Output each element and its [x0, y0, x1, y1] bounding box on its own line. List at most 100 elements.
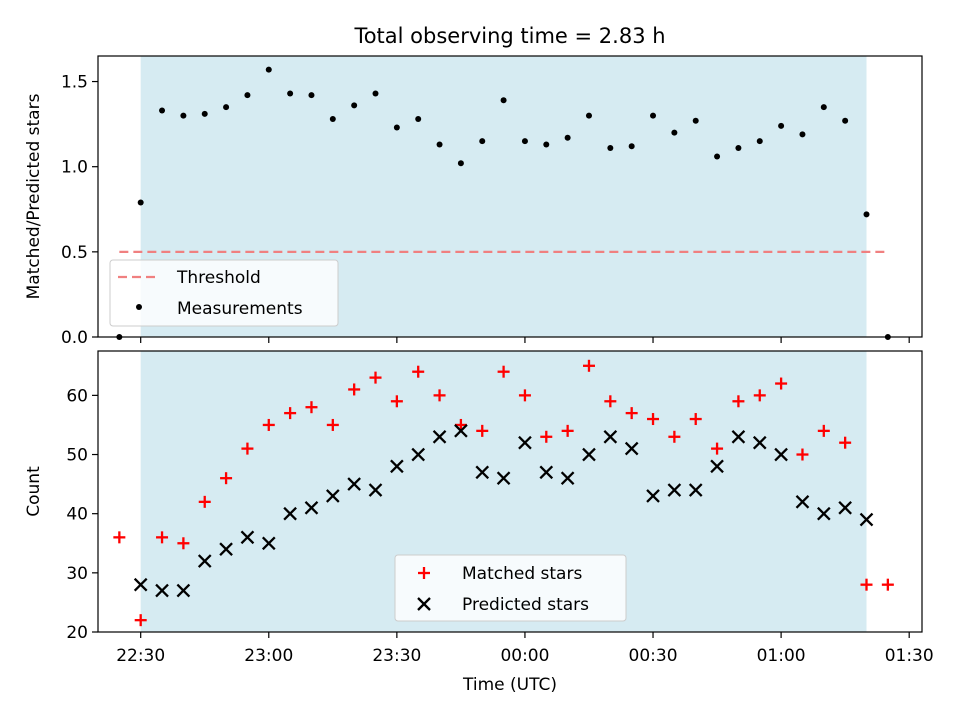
cross-stroke-b	[326, 489, 340, 503]
x-tick-label: 00:30	[629, 646, 678, 666]
cross-stroke-b	[411, 447, 426, 462]
predicted-star-point	[774, 447, 788, 462]
matched-star-point	[326, 418, 339, 431]
measurement-point	[457, 160, 464, 167]
count-y-axis-label: Count	[24, 466, 44, 517]
measurement-point	[778, 122, 785, 129]
measurement-point	[500, 97, 507, 104]
cross-stroke-b	[859, 512, 874, 527]
predicted-star-point	[475, 465, 490, 480]
matched-star-point	[582, 359, 595, 372]
cross-stroke-b	[667, 483, 682, 497]
count-y-ticks: 20 30 40 50 60	[66, 386, 98, 643]
measurement-point	[287, 90, 294, 97]
measurement-point	[159, 107, 166, 114]
cross-stroke-b	[347, 477, 361, 491]
measurement-point	[735, 144, 742, 151]
measurement-point	[479, 138, 486, 145]
predicted-star-point	[133, 577, 148, 592]
matched-star-point	[796, 448, 809, 461]
cross-stroke-b	[261, 536, 276, 551]
legend-predicted-label: Predicted stars	[462, 595, 589, 615]
cross-stroke-b	[219, 542, 233, 556]
predicted-star-point	[518, 435, 532, 450]
matched-star-point	[220, 472, 233, 485]
cross-stroke-b	[283, 506, 297, 521]
y-tick-label: 1.0	[61, 158, 88, 178]
matched-star-point	[369, 371, 382, 384]
cross-stroke-b	[582, 447, 596, 462]
cross-stroke-b	[432, 429, 447, 444]
predicted-star-point	[304, 500, 319, 515]
legend-matched-swatch	[418, 567, 430, 579]
matched-star-point	[433, 389, 446, 402]
chart-title: Total observing time = 2.83 h	[353, 24, 665, 48]
predicted-star-point	[667, 483, 682, 497]
count-legend: Matched stars Predicted stars	[394, 554, 627, 622]
predicted-star-point	[454, 424, 468, 438]
cross-stroke-b	[539, 465, 554, 480]
cross-stroke-b	[624, 441, 639, 456]
predicted-star-point	[582, 447, 596, 462]
predicted-star-point	[710, 459, 724, 474]
x-axis-label: Time (UTC)	[462, 675, 557, 695]
cross-stroke-b	[560, 471, 575, 486]
measurement-point	[329, 116, 336, 123]
x-tick-label: 01:30	[885, 646, 934, 666]
measurement-point	[842, 117, 849, 124]
predicted-star-point	[496, 471, 511, 486]
matched-star-point	[134, 614, 147, 627]
cross-stroke-b	[155, 583, 169, 598]
legend-matched-label: Matched stars	[462, 564, 582, 584]
matched-star-point	[625, 407, 638, 420]
predicted-star-point	[603, 429, 618, 444]
x-axis-ticks: 22:30 23:00 23:30 00:00 00:30 01:00 01:30	[116, 632, 934, 666]
measurement-point	[863, 211, 870, 218]
measurement-point	[265, 66, 272, 73]
cross-stroke-b	[838, 500, 852, 515]
matched-star-point	[540, 430, 553, 443]
measurement-point	[564, 134, 571, 141]
predicted-star-point	[624, 441, 639, 456]
measurement-point	[415, 116, 422, 123]
cross-stroke-b	[304, 500, 319, 515]
predicted-star-point	[838, 500, 852, 515]
predicted-star-point	[390, 459, 404, 474]
matched-star-point	[518, 389, 531, 402]
measurement-point	[436, 141, 443, 148]
matched-star-point	[284, 407, 297, 420]
matched-star-point	[476, 424, 489, 437]
measurements-points	[116, 66, 891, 340]
cross-stroke-b	[731, 429, 746, 444]
measurement-point	[692, 117, 699, 124]
y-tick-label: 0.5	[61, 243, 88, 263]
measurement-point	[714, 153, 721, 160]
measurement-point	[137, 199, 144, 206]
measurement-point	[393, 124, 400, 131]
legend-measurements-label: Measurements	[177, 299, 303, 319]
cross-stroke-b	[390, 459, 404, 474]
measurement-point	[521, 138, 528, 145]
cross-stroke-b	[454, 424, 468, 438]
ratio-x-tick-marks	[140, 337, 910, 343]
measurement-point	[799, 131, 806, 138]
cross-stroke-b	[710, 459, 724, 474]
legend-predicted-swatch	[417, 597, 431, 611]
legend-predicted-marker	[417, 597, 431, 611]
matched-star-point	[113, 531, 126, 544]
measurement-point	[543, 141, 550, 148]
matched-star-point	[881, 578, 894, 591]
matched-star-point	[775, 377, 788, 390]
predicted-star-point	[219, 542, 233, 556]
matched-star-point	[604, 395, 617, 408]
cross-stroke-b	[133, 577, 148, 592]
ratio-y-axis-label: Matched/Predicted stars	[24, 93, 44, 299]
matched-star-point	[348, 383, 361, 396]
predicted-star-point	[816, 506, 831, 521]
measurement-point	[650, 112, 657, 119]
matched-star-point	[412, 365, 425, 378]
x-tick-label: 00:00	[500, 646, 549, 666]
ratio-legend-box	[109, 259, 339, 327]
matched-star-point	[839, 436, 852, 449]
matched-star-point	[156, 531, 169, 544]
